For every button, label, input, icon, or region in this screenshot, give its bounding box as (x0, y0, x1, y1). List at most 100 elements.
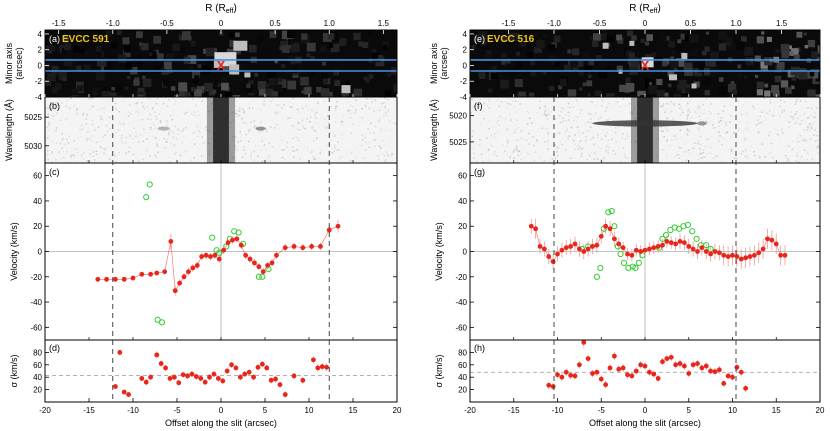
spectrum-noise (470, 128, 473, 131)
spectrum-noise (622, 98, 625, 100)
spectrum-noise (717, 155, 719, 158)
spectrum-noise (598, 146, 600, 148)
image-pixel (651, 52, 657, 57)
spectrum-noise (383, 115, 385, 117)
spectrum-noise (682, 111, 684, 114)
spectrum-noise (760, 121, 763, 124)
spectrum-noise (536, 111, 539, 114)
spectrum-noise (109, 133, 112, 135)
spectrum-noise (91, 119, 94, 122)
spectrum-noise (381, 144, 384, 146)
spectrum-noise (70, 150, 73, 153)
spectrum-noise (94, 111, 96, 114)
spectrum-noise (94, 107, 96, 109)
spectrum-noise (100, 115, 103, 118)
spectrum-noise (513, 149, 515, 151)
spectrum-noise (528, 153, 531, 155)
spectrum-noise (174, 153, 176, 155)
spectrum-noise (261, 140, 263, 143)
image-pixel (492, 66, 497, 71)
image-pixel (579, 87, 583, 91)
image-pixel (334, 80, 341, 87)
image-tick-label: 2 (38, 46, 43, 55)
spectrum-noise (743, 138, 746, 140)
galaxy-blob (229, 64, 240, 75)
spectrum-noise (295, 104, 297, 107)
velocity-star-point (225, 240, 231, 246)
image-pixel (536, 39, 545, 49)
velocity-star-point (625, 251, 630, 257)
sigma-tick-label: 80 (458, 348, 467, 357)
spectrum-noise (606, 131, 608, 134)
spectrum-noise (260, 108, 262, 111)
spectrum-noise (561, 143, 564, 146)
spectrum-noise (683, 146, 685, 148)
spectrum-noise (556, 151, 558, 153)
spectrum-noise (125, 148, 127, 151)
image-pixel (772, 89, 780, 97)
velocity-tick-label: -60 (455, 323, 467, 332)
spectrum-noise (673, 104, 676, 106)
velocity-star-point (607, 226, 613, 232)
spectrum-noise (487, 159, 490, 161)
spectrum-noise (676, 154, 678, 157)
spectrum-noise (809, 129, 811, 132)
spectrum-noise (61, 102, 63, 104)
spectrum-noise (259, 121, 262, 123)
spectrum-noise (671, 139, 673, 141)
spectrum-noise (133, 120, 135, 122)
spectrum-noise (544, 141, 546, 143)
velocity-star-point (546, 254, 552, 259)
image-pixel (274, 59, 278, 64)
velocity-tick-label: -40 (455, 298, 467, 307)
spectrum-noise (278, 104, 281, 106)
spectrum-noise (574, 143, 576, 146)
spectrum-noise (59, 142, 62, 145)
spectrum-noise (480, 156, 483, 158)
velocity-star-point (300, 245, 306, 251)
image-pixel (245, 84, 254, 94)
spectrum-noise (316, 101, 319, 103)
spectrum-noise (234, 148, 237, 150)
spectrum-noise (135, 135, 137, 138)
spectrum-noise (319, 128, 322, 131)
spectrum-noise (818, 131, 820, 133)
velocity-star-point (673, 241, 679, 247)
spectrum-noise (752, 106, 755, 108)
spectrum-noise (314, 117, 317, 119)
spectrum-noise (574, 116, 577, 118)
spectrum-noise (361, 134, 363, 136)
spectrum-noise (177, 128, 179, 130)
sigma-tick-label: 20 (33, 386, 42, 395)
spectrum-noise (364, 149, 367, 151)
spectrum-noise (586, 130, 588, 132)
sigma-tick-label: 80 (33, 348, 42, 357)
spectrum-noise (243, 112, 245, 114)
spectrum-noise (104, 148, 106, 151)
spectrum-noise (742, 104, 744, 107)
spectrum-noise (85, 118, 87, 120)
galaxy-blob (244, 72, 251, 78)
spectrum-noise (495, 136, 497, 139)
sigma-point (677, 361, 683, 366)
spectrum-noise (814, 128, 816, 131)
sigma-point (202, 379, 208, 385)
image-pixel (766, 36, 772, 42)
image-pixel (789, 51, 794, 56)
image-pixel (279, 46, 283, 51)
spectrum-noise (584, 140, 587, 143)
spectrum-noise (798, 141, 800, 143)
spectrum-noise (81, 125, 83, 127)
sigma-point (176, 380, 182, 386)
spectrum-noise (51, 161, 54, 163)
image-pixel (116, 30, 122, 35)
image-pixel (142, 92, 147, 96)
spectrum-noise (470, 117, 472, 120)
image-pixel (791, 76, 796, 81)
spectrum-noise (547, 147, 549, 150)
image-pixel (788, 45, 792, 50)
sigma-point (211, 371, 217, 377)
image-pixel (116, 95, 124, 97)
spectrum-noise (149, 123, 152, 126)
image-pixel (71, 88, 77, 93)
